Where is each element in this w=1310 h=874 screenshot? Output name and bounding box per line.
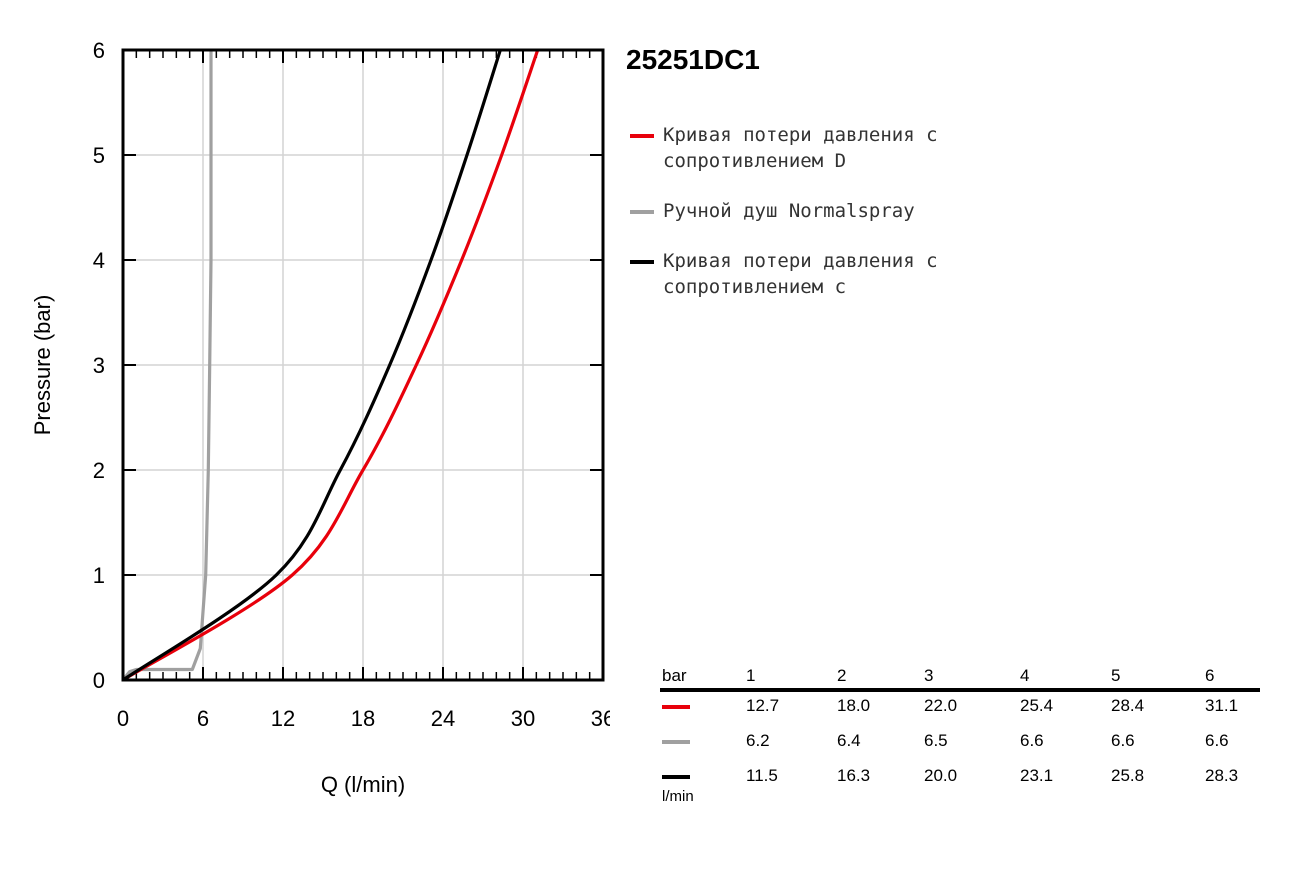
table-header: bar 1 2 3 4 5 6: [660, 664, 1260, 692]
x-tick-label: 24: [431, 706, 455, 731]
table-row-swatch: [662, 705, 690, 709]
table-cell: 22.0: [924, 696, 958, 715]
x-tick-label: 36: [591, 706, 610, 731]
y-tick-label: 0: [93, 668, 105, 693]
data-table: bar 1 2 3 4 5 6 12.7 18.0 22.0 25.4 28.4…: [660, 664, 1260, 805]
x-tick-label: 0: [117, 706, 129, 731]
table-header-cell: 1: [746, 666, 756, 685]
y-tick-label: 2: [93, 458, 105, 483]
legend-label: Ручной душ Normalspray: [663, 200, 915, 222]
table-cell: 6.6: [1111, 731, 1135, 750]
table-cell: 31.1: [1205, 696, 1239, 715]
table-cell: 20.0: [924, 766, 958, 785]
table-header-label: bar: [662, 666, 687, 685]
series-line-gray: [123, 50, 213, 680]
table-cell: 6.6: [1020, 731, 1044, 750]
table-cell: 23.1: [1020, 766, 1054, 785]
table-header-cell: 5: [1111, 666, 1121, 685]
legend-item-red: Кривая потери давления с сопротивлением …: [628, 122, 1098, 174]
x-tick-label: 6: [197, 706, 209, 731]
table-cell: 6.2: [746, 731, 770, 750]
table-row: 6.2 6.4 6.5 6.6 6.6 6.6: [660, 727, 1260, 762]
table-header-cell: 4: [1020, 666, 1030, 685]
table-cell: 25.4: [1020, 696, 1054, 715]
legend: Кривая потери давления с сопротивлением …: [628, 122, 1098, 324]
table-cell: 18.0: [837, 696, 871, 715]
x-tick-label: 12: [271, 706, 295, 731]
table-row-swatch: [662, 740, 690, 744]
table-cell: 28.4: [1111, 696, 1145, 715]
table-cell: 6.4: [837, 731, 861, 750]
y-tick-label: 4: [93, 248, 105, 273]
x-tick-label: 18: [351, 706, 375, 731]
legend-swatch-red: [630, 134, 654, 138]
table-cell: 16.3: [837, 766, 871, 785]
x-tick-label: 30: [511, 706, 535, 731]
table-cell: 25.8: [1111, 766, 1145, 785]
table-cell: 6.5: [924, 731, 948, 750]
table-row-swatch: [662, 775, 690, 779]
table-unit-label: l/min: [662, 788, 694, 805]
y-tick-label: 1: [93, 563, 105, 588]
legend-label: Кривая потери давления с сопротивлением …: [663, 124, 938, 172]
y-tick-label: 6: [93, 38, 105, 63]
series-line-black: [123, 50, 502, 680]
plot-frame: [121, 48, 605, 682]
legend-swatch-black: [630, 260, 654, 264]
legend-item-gray: Ручной душ Normalspray: [628, 198, 1098, 224]
table-cell: 11.5: [746, 766, 778, 785]
y-tick-label: 3: [93, 353, 105, 378]
table-row: 12.7 18.0 22.0 25.4 28.4 31.1: [660, 692, 1260, 727]
legend-label: Кривая потери давления с сопротивлением …: [663, 250, 938, 298]
legend-swatch-gray: [630, 210, 654, 214]
chart-title: 25251DC1: [626, 44, 760, 75]
series-line-red: [123, 50, 540, 680]
table-row: 11.5 16.3 20.0 23.1 25.8 28.3: [660, 762, 1260, 797]
y-axis-title: Pressure (bar): [30, 295, 55, 436]
table-cell: 12.7: [746, 696, 780, 715]
table-header-cell: 6: [1205, 666, 1215, 685]
table-cell: 28.3: [1205, 766, 1239, 785]
legend-item-black: Кривая потери давления с сопротивлением …: [628, 248, 1098, 300]
table-header-cell: 3: [924, 666, 934, 685]
y-tick-label: 5: [93, 143, 105, 168]
x-axis-title: Q (l/min): [321, 772, 405, 797]
table-header-cell: 2: [837, 666, 847, 685]
table-cell: 6.6: [1205, 731, 1229, 750]
